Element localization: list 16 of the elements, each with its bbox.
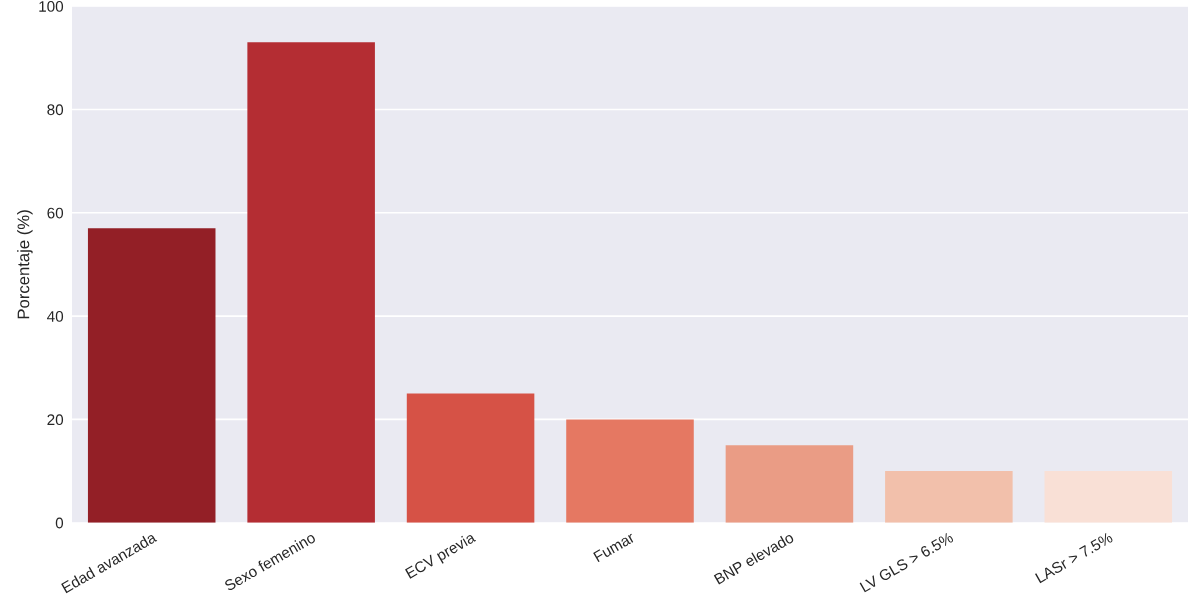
y-tick-label: 0 [55,517,64,529]
bar [1044,471,1173,523]
bar [566,419,694,523]
bar [87,228,216,523]
y-tick-label: 100 [39,1,64,12]
y-tick-label: 60 [47,207,64,219]
bar [725,445,854,523]
y-axis-title: Porcentaje (%) [17,210,33,319]
bar [885,471,1013,523]
y-tick-label: 20 [47,414,64,426]
y-tick-label: 80 [47,104,64,116]
x-tick-label: LV GLS > 6.5% [859,531,954,593]
bar [406,393,535,523]
y-tick-label: 40 [47,310,64,322]
bar [247,42,375,523]
x-tick-label: LASr > 7.5% [1034,531,1114,584]
